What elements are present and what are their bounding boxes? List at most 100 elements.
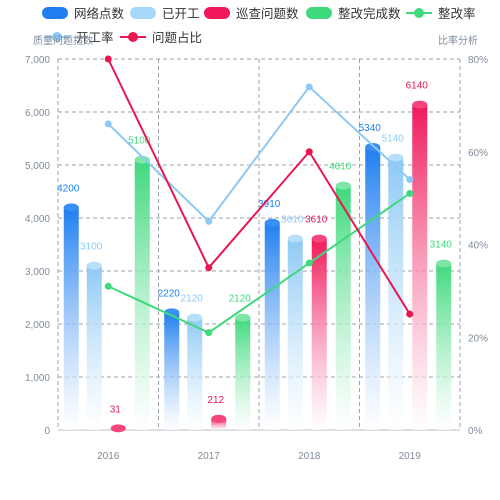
line-point-2	[104, 55, 112, 63]
legend-item-line-0[interactable]: 整改率	[406, 3, 476, 22]
legend-label-line-2: 问题占比	[152, 31, 203, 45]
line-point-2	[406, 310, 414, 318]
line-point-0	[305, 259, 313, 267]
bar-cap-2	[412, 100, 428, 109]
legend-label-line-0: 整改率	[438, 7, 476, 21]
line-point-1	[104, 120, 112, 128]
bar-3	[134, 159, 150, 430]
bar-cap-1	[287, 234, 303, 243]
y-left-tick-label: 2,000	[25, 320, 50, 331]
bar-1	[187, 317, 203, 430]
left-axis-title: 质量问题指数	[33, 34, 93, 47]
bar-2	[311, 238, 327, 430]
line-series-1	[107, 85, 411, 223]
line-point-1	[305, 83, 313, 91]
legend-swatch-2	[204, 6, 230, 19]
y-left-tick-label: 6,000	[25, 108, 50, 119]
bar-value-label-3: 4610	[329, 162, 352, 173]
legend-label-line-1: 开工率	[76, 31, 114, 45]
x-tick-label: 2016	[97, 451, 120, 462]
bar-cap-0	[63, 203, 79, 212]
legend-item-bar-3[interactable]: 整改完成数	[306, 3, 401, 22]
y-left-tick-label: 4,000	[25, 214, 50, 225]
bar-2	[412, 104, 428, 430]
bar-cap-2	[311, 234, 327, 243]
y-left-tick-label: 1,000	[25, 373, 50, 384]
bar-value-label-1: 5140	[382, 134, 405, 145]
bar-cap-3	[335, 181, 351, 190]
bar-3	[436, 263, 452, 430]
bar-value-label-0: 5340	[359, 123, 382, 134]
bar-0	[63, 207, 79, 430]
legend-line-mark-2	[120, 31, 146, 43]
y-left-tick-label: 5,000	[25, 161, 50, 172]
legend-item-line-1[interactable]: 开工率	[44, 27, 114, 46]
right-axis-title: 比率分析	[438, 34, 478, 47]
legend-swatch-1	[130, 6, 156, 19]
bar-0	[365, 146, 381, 431]
bar-value-label-1: 3610	[281, 215, 304, 226]
bar-value-label-2: 31	[110, 404, 122, 415]
y-right-tick-label: 40%	[468, 241, 488, 252]
bar-value-label-1: 2120	[181, 294, 204, 305]
line-point-2	[205, 264, 213, 272]
legend-line-mark-0	[406, 7, 432, 19]
bar-cap-2	[110, 424, 126, 433]
bar-value-label-3: 5100	[128, 136, 151, 147]
bar-cap-1	[388, 153, 404, 162]
y-right-tick-label: 0%	[468, 426, 483, 437]
x-tick-label: 2017	[198, 451, 221, 462]
bar-cap-1	[86, 261, 102, 270]
bar-0	[264, 222, 280, 430]
line-point-0	[104, 282, 112, 290]
legend-label-1: 已开工	[162, 7, 200, 21]
bar-value-label-2: 6140	[406, 81, 429, 92]
bar-cap-1	[187, 313, 203, 322]
x-tick-label: 2018	[298, 451, 321, 462]
y-right-tick-label: 20%	[468, 333, 488, 344]
x-tick-label: 2019	[399, 451, 422, 462]
legend-label-0: 网络点数	[74, 7, 125, 21]
legend-label-2: 巡查问题数	[236, 7, 299, 21]
bar-1	[388, 157, 404, 430]
legend-item-line-2[interactable]: 问题占比	[120, 27, 202, 46]
legend-line-mark-1	[44, 31, 70, 43]
bar-value-label-3: 3140	[430, 240, 453, 251]
y-right-tick-label: 60%	[468, 148, 488, 159]
legend-swatch-0	[42, 6, 68, 19]
bar-value-label-2: 3610	[305, 215, 328, 226]
legend-swatch-3	[306, 6, 332, 19]
bar-cap-3	[436, 259, 452, 268]
bar-1	[86, 265, 102, 430]
bar-value-label-1: 3100	[80, 242, 103, 253]
y-left-tick-label: 3,000	[25, 267, 50, 278]
legend-item-bar-1[interactable]: 已开工	[130, 3, 200, 22]
line-point-1	[205, 217, 213, 225]
bar-0	[164, 312, 180, 430]
y-right-tick-label: 80%	[468, 55, 488, 66]
y-left-tick-label: 0	[44, 426, 50, 437]
legend-item-bar-0[interactable]: 网络点数	[42, 3, 124, 22]
bar-3	[335, 185, 351, 430]
bar-cap-2	[211, 414, 227, 423]
bar-value-label-0: 4200	[57, 183, 80, 194]
line-point-0	[406, 189, 414, 197]
line-point-2	[305, 148, 313, 156]
bar-cap-3	[235, 313, 251, 322]
bar-1	[287, 238, 303, 430]
line-series-2	[107, 58, 411, 315]
bar-3	[235, 317, 251, 430]
line-point-1	[406, 176, 414, 184]
bar-value-label-3: 2120	[229, 294, 252, 305]
bar-value-label-2: 212	[207, 395, 224, 406]
line-point-0	[205, 329, 213, 337]
legend-label-3: 整改完成数	[338, 7, 401, 21]
bar-value-label-0: 3910	[258, 199, 281, 210]
line-series-0	[107, 192, 411, 334]
bar-cap-0	[264, 218, 280, 227]
bar-2	[211, 418, 227, 430]
legend-item-bar-2[interactable]: 巡查问题数	[204, 3, 299, 22]
y-left-tick-label: 7,000	[25, 55, 50, 66]
